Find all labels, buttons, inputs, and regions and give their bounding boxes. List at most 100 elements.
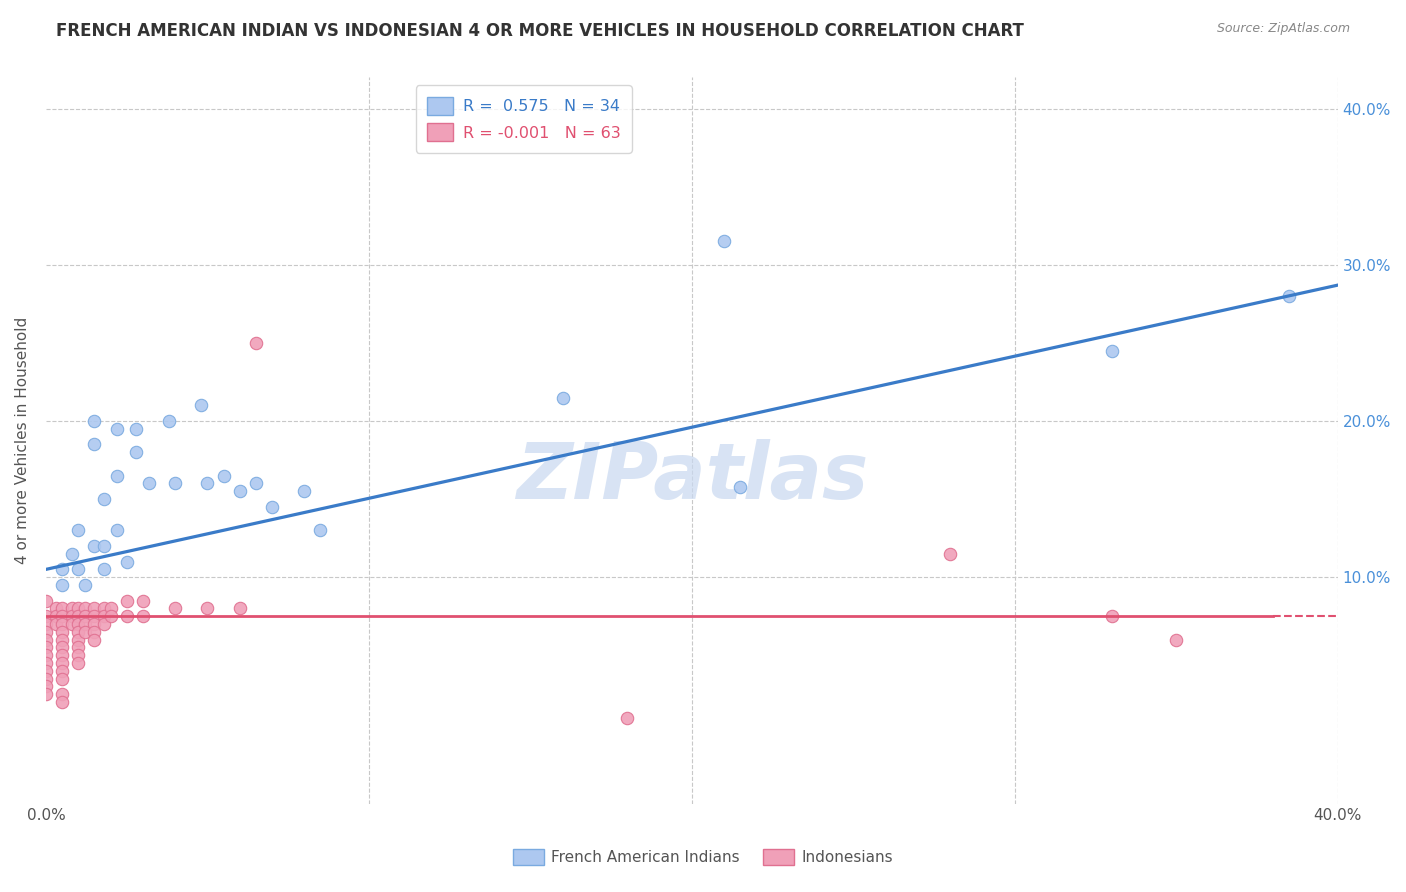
Point [105, 422, 128, 436]
Point [35, 672, 58, 686]
Point [1166, 632, 1188, 647]
Point [35, 609, 58, 624]
Point [105, 524, 128, 538]
Point [728, 480, 751, 494]
Text: FRENCH AMERICAN INDIAN VS INDONESIAN 4 OR MORE VEHICLES IN HOUSEHOLD CORRELATION: FRENCH AMERICAN INDIAN VS INDONESIAN 4 O… [56, 22, 1024, 40]
Point [35, 680, 58, 694]
Point [45, 609, 67, 624]
Point [51, 632, 73, 647]
Text: Source: ZipAtlas.com: Source: ZipAtlas.com [1216, 22, 1350, 36]
Y-axis label: 4 or more Vehicles in Household: 4 or more Vehicles in Household [15, 317, 30, 564]
Point [165, 476, 187, 491]
Point [51, 656, 73, 670]
Point [60, 609, 83, 624]
Point [228, 601, 250, 615]
Point [60, 617, 83, 632]
Point [73, 578, 96, 592]
Point [197, 476, 219, 491]
Point [616, 711, 638, 725]
Point [939, 547, 962, 561]
Point [67, 609, 90, 624]
Point [51, 617, 73, 632]
Point [83, 539, 105, 553]
Point [228, 484, 250, 499]
Point [51, 640, 73, 655]
Point [51, 687, 73, 701]
Point [1101, 343, 1123, 358]
Point [67, 562, 90, 576]
Point [105, 468, 128, 483]
Point [51, 695, 73, 709]
Point [67, 640, 90, 655]
Point [51, 648, 73, 663]
Point [115, 593, 138, 607]
Point [51, 672, 73, 686]
Point [83, 624, 105, 639]
Point [83, 414, 105, 428]
Point [67, 648, 90, 663]
Point [73, 601, 96, 615]
Point [309, 524, 332, 538]
Point [35, 648, 58, 663]
Point [45, 617, 67, 632]
Point [165, 601, 187, 615]
Point [73, 617, 96, 632]
Point [83, 601, 105, 615]
Point [190, 398, 212, 412]
Point [1101, 609, 1123, 624]
Point [35, 656, 58, 670]
Point [60, 601, 83, 615]
Point [73, 609, 96, 624]
Point [35, 664, 58, 678]
Point [245, 476, 267, 491]
Point [35, 593, 58, 607]
Point [51, 578, 73, 592]
Point [115, 555, 138, 569]
Point [83, 632, 105, 647]
Point [35, 687, 58, 701]
Point [132, 609, 155, 624]
Point [713, 235, 735, 249]
Point [551, 391, 574, 405]
Point [51, 562, 73, 576]
Point [93, 539, 115, 553]
Point [35, 640, 58, 655]
Point [45, 601, 67, 615]
Point [197, 601, 219, 615]
Point [51, 664, 73, 678]
Point [51, 609, 73, 624]
Point [93, 562, 115, 576]
Point [132, 593, 155, 607]
Point [93, 492, 115, 507]
Point [1278, 289, 1301, 303]
Point [73, 624, 96, 639]
Point [93, 601, 115, 615]
Point [51, 601, 73, 615]
Point [60, 547, 83, 561]
Point [100, 601, 122, 615]
Point [125, 422, 148, 436]
Point [157, 414, 180, 428]
Text: ZIPatlas: ZIPatlas [516, 439, 868, 515]
Point [67, 617, 90, 632]
Point [292, 484, 315, 499]
Point [35, 617, 58, 632]
Point [67, 524, 90, 538]
Point [260, 500, 283, 514]
Point [67, 656, 90, 670]
Point [51, 624, 73, 639]
Point [67, 624, 90, 639]
Point [245, 335, 267, 350]
Point [212, 468, 235, 483]
Point [67, 632, 90, 647]
Point [83, 437, 105, 451]
Point [125, 445, 148, 459]
Legend: French American Indians, Indonesians: French American Indians, Indonesians [508, 843, 898, 871]
Point [93, 609, 115, 624]
Point [67, 601, 90, 615]
Legend: R =  0.575   N = 34, R = -0.001   N = 63: R = 0.575 N = 34, R = -0.001 N = 63 [416, 86, 631, 153]
Point [115, 609, 138, 624]
Point [138, 476, 160, 491]
Point [93, 617, 115, 632]
Point [83, 609, 105, 624]
